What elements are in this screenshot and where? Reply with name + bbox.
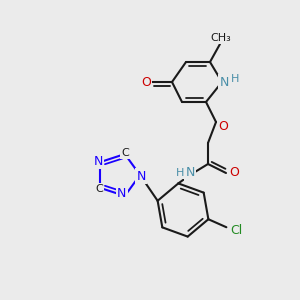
Text: C: C [121,148,129,158]
Text: N: N [219,76,229,88]
Text: N: N [94,154,103,168]
Text: N: N [117,188,127,200]
Text: O: O [141,76,151,88]
Text: Cl: Cl [230,224,242,237]
Text: N: N [185,167,195,179]
Text: O: O [229,167,239,179]
Text: N: N [136,169,146,182]
Text: O: O [218,119,228,133]
Text: H: H [231,74,239,84]
Text: CH₃: CH₃ [211,33,231,43]
Text: H: H [176,168,184,178]
Text: C: C [95,184,103,194]
